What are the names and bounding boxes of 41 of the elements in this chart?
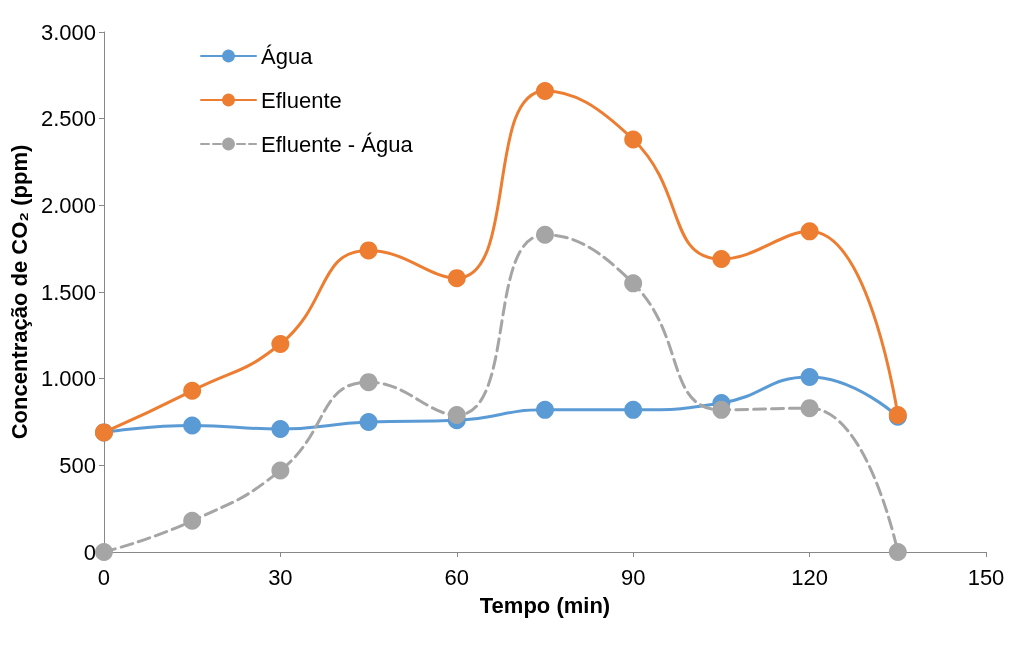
y-tick-label: 1.000 — [40, 366, 96, 392]
point — [183, 381, 202, 400]
point — [624, 130, 643, 149]
point — [536, 225, 554, 244]
y-tick-label: 2.000 — [40, 192, 96, 218]
point — [447, 269, 466, 288]
legend-label: Efluente — [261, 87, 342, 113]
y-tick-label: 1.500 — [40, 279, 96, 305]
point — [624, 400, 643, 419]
point — [183, 416, 202, 435]
point — [447, 406, 466, 425]
point — [536, 400, 554, 419]
point — [183, 511, 202, 530]
x-axis-title: Tempo (min) — [479, 592, 611, 618]
point — [271, 335, 290, 353]
point — [359, 241, 378, 260]
point — [800, 367, 819, 386]
y-tick-label: 500 — [59, 452, 96, 478]
y-tick-label: 0 — [83, 539, 96, 565]
legend-label: Efluente - Água — [261, 131, 414, 157]
x-tick-label: 120 — [791, 564, 828, 590]
x-tick-label: 30 — [268, 564, 293, 590]
point — [800, 399, 819, 418]
point — [712, 250, 731, 269]
legend-label: Água — [261, 43, 314, 69]
x-tick-label: 90 — [620, 564, 646, 590]
y-axis-title: Concentração de CO₂ (ppm) — [6, 144, 32, 440]
point — [94, 543, 113, 561]
point — [359, 373, 378, 392]
point — [712, 400, 731, 419]
point — [888, 543, 907, 561]
point — [271, 461, 290, 480]
point — [624, 274, 643, 293]
point — [536, 81, 554, 100]
point — [359, 413, 378, 431]
point — [271, 419, 290, 438]
x-tick-label: 150 — [967, 564, 1005, 590]
x-tick-label: 60 — [444, 564, 470, 590]
point — [800, 222, 819, 241]
y-tick-label: 2.500 — [40, 106, 96, 132]
y-tick-label: 3.000 — [40, 19, 96, 45]
